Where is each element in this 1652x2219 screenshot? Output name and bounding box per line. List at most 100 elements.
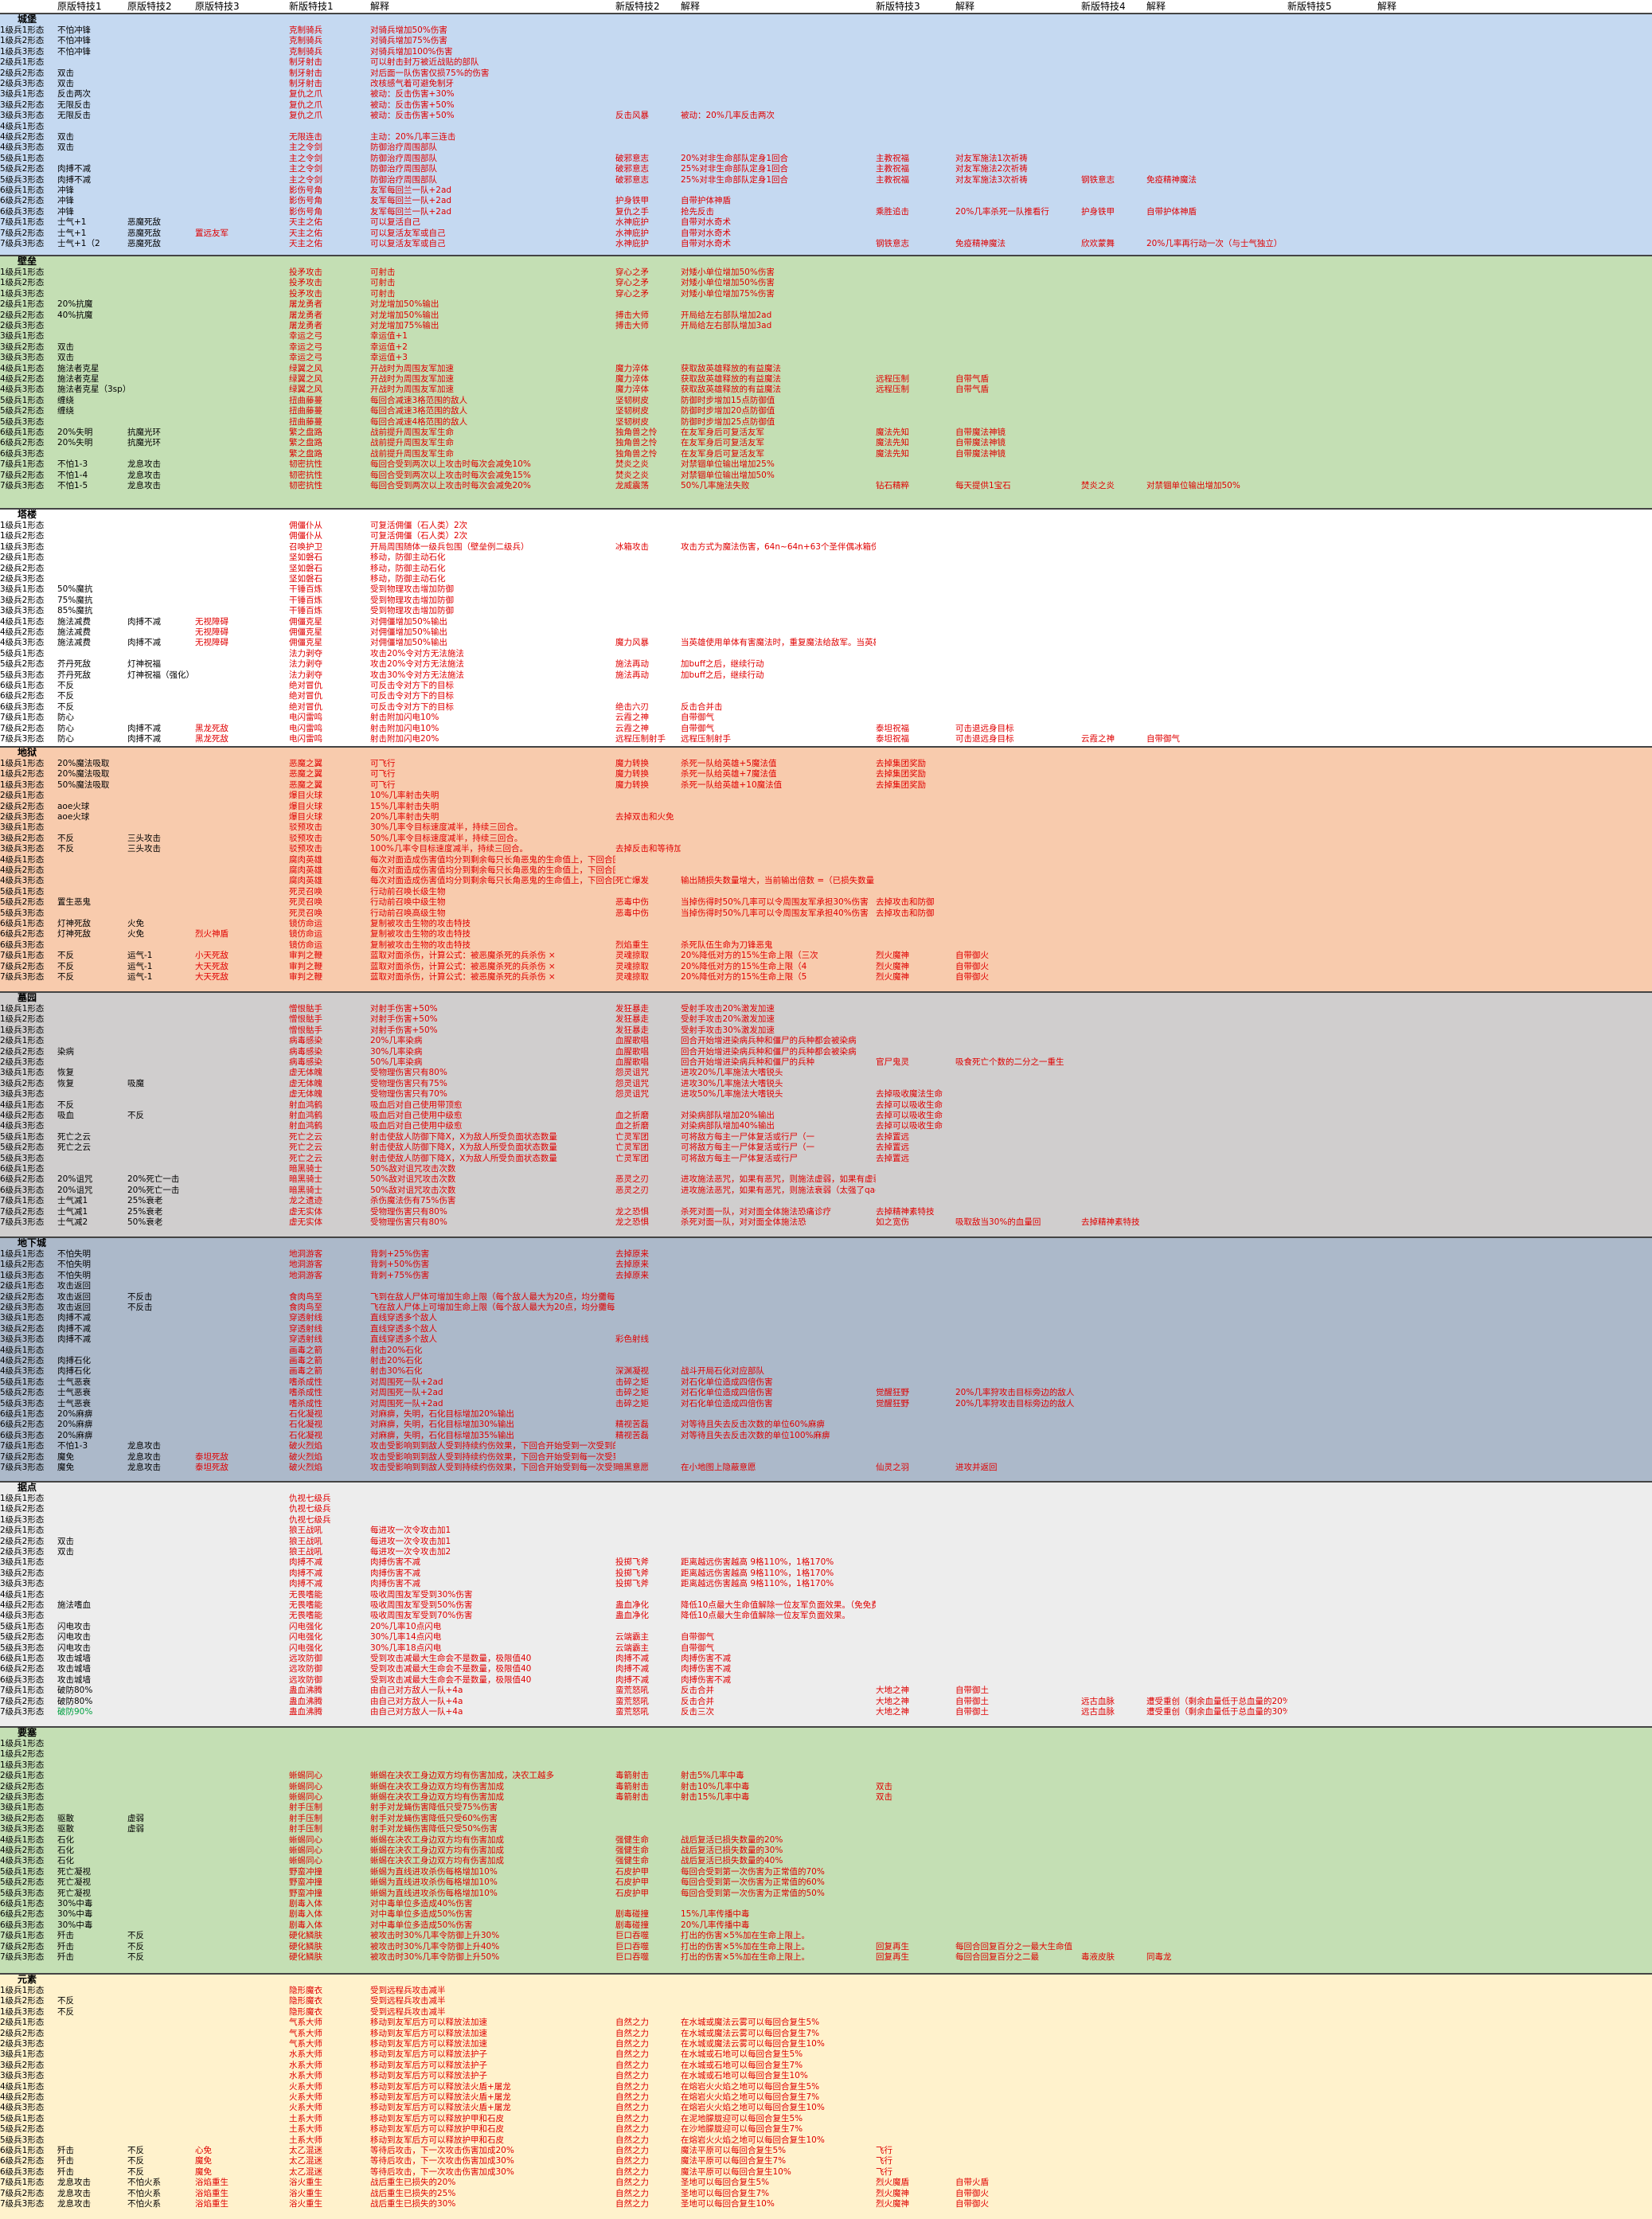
table-cell[interactable]: 对佣僵增加50%输出 [370,638,447,648]
table-cell[interactable]: 由自己对方敌人一队+4a [370,1686,463,1696]
table-cell[interactable]: 云端霸主 [615,1632,649,1643]
table-cell[interactable]: 幸运值+3 [370,353,408,363]
table-cell[interactable]: 蜥蜴同心 [289,1856,322,1866]
table-cell[interactable]: 肉搏伤害不减 [681,1654,731,1663]
table-cell[interactable]: 肉搏伤害不减 [681,1664,731,1674]
table-cell[interactable]: 20%麻痹 [57,1409,93,1419]
table-cell[interactable]: 血腥歌唱 [615,1036,649,1046]
table-cell[interactable]: 4级兵3形态 [0,143,45,153]
section-title[interactable]: 要塞 [18,1727,37,1738]
table-cell[interactable]: 4级兵2形态 [0,1846,45,1855]
table-cell[interactable]: 死亡之云 [289,1153,322,1163]
table-cell[interactable]: 精视苦磊 [615,1420,649,1430]
table-cell[interactable]: 黑龙死敌 [195,723,228,733]
table-cell[interactable]: 无限反击 [57,100,91,110]
table-cell[interactable]: 韧密抗性 [289,481,322,490]
table-cell[interactable]: 可将敌方每主一尸体复活或行尸（一 [681,1131,814,1142]
table-cell[interactable]: 可射击 [370,288,396,299]
table-cell[interactable]: 1级兵2形态 [0,769,45,779]
table-cell[interactable]: 杀伤魔法伤有75%伤害 [370,1196,456,1206]
table-cell[interactable]: 剧毒入体 [289,1899,322,1908]
table-cell[interactable]: 魔力转换 [615,779,649,790]
table-cell[interactable]: 太乙混迷 [289,2166,322,2177]
table-cell[interactable]: 75%魔抗 [57,595,93,605]
table-cell[interactable]: 审判之鞭 [289,951,322,961]
table-cell[interactable]: 射手压制 [289,1813,322,1823]
table-cell[interactable]: 4级兵1形态 [0,1589,45,1600]
table-cell[interactable]: 4级兵3形态 [0,1611,45,1621]
table-cell[interactable]: 气系大师 [289,2018,322,2028]
table-cell[interactable]: 3级兵3形态 [0,1579,45,1589]
table-cell[interactable]: 2级兵3形态 [0,1547,45,1557]
table-cell[interactable]: 飞行 [876,2156,892,2166]
table-cell[interactable]: 不反 [57,833,74,843]
table-cell[interactable]: 绿翼之风 [289,385,322,395]
table-cell[interactable]: 4级兵2形态 [0,1356,45,1365]
table-cell[interactable]: 2级兵3形态 [0,1057,45,1067]
table-cell[interactable]: 去掉可以吸收生命 [876,1111,943,1120]
table-cell[interactable]: 7级兵2形态 [0,2188,45,2198]
table-cell[interactable]: 吸血后对自己使用中级愈 [370,1121,463,1131]
table-cell[interactable]: 蜥蜴为直线进攻杀伤每格增加10% [370,1888,498,1898]
table-cell[interactable]: 佣僵克星 [289,638,322,648]
table-cell[interactable]: 被攻击时30%几率令防御上升30% [370,1931,500,1941]
table-cell[interactable]: 烈焰重生 [615,940,649,950]
table-cell[interactable]: 亡灵军团 [615,1143,649,1153]
table-cell[interactable]: 对佣僵增加50%输出 [370,627,447,637]
table-cell[interactable]: 憎恨骷手 [289,1025,322,1035]
table-cell[interactable]: 6级兵2形态 [0,691,45,701]
table-cell[interactable]: 受物理伤害只有80% [370,1206,447,1217]
table-cell[interactable]: 同毒龙 [1146,1952,1172,1962]
table-cell[interactable]: 进攻20%几率施法大嗜锐头 [681,1068,783,1078]
table-cell[interactable]: 自带魔法神镜 [955,438,1006,448]
table-cell[interactable]: 绿翼之风 [289,374,322,384]
table-cell[interactable]: 双击 [57,353,74,363]
table-cell[interactable]: 龙之恐惧 [615,1206,649,1217]
table-cell[interactable]: 输出随损失数量增大，当前输出倍数 =（已损失数量 + 总数）÷ 2 × 100% [681,876,876,886]
table-cell[interactable]: 蓝取对面杀伤，计算公式：被恶魔杀死的兵杀伤 × [370,972,556,982]
col-header[interactable]: 解释 [955,1,975,12]
table-cell[interactable]: 吸食死亡个数的二分之一重生 [955,1057,1064,1067]
table-cell[interactable]: 1级兵3形态 [0,1514,45,1525]
table-cell[interactable]: 5级兵1形态 [0,1377,45,1387]
table-cell[interactable]: 士气减1 [57,1196,88,1206]
table-cell[interactable]: 4级兵1形态 [0,1834,45,1845]
table-cell[interactable]: 在水城或石地可以每回合复生7% [681,2060,803,2070]
table-cell[interactable]: 魔力风暴 [615,638,649,648]
table-cell[interactable]: 对骑兵增加75%伤害 [370,36,447,46]
table-cell[interactable]: 歼击 [57,1931,74,1941]
table-cell[interactable]: 土系大师 [289,2124,322,2135]
table-cell[interactable]: 怨灵诅咒 [615,1089,649,1100]
table-cell[interactable]: 对石化单位造成四倍伤害 [681,1398,773,1408]
table-cell[interactable]: 去掉置远 [876,1131,909,1142]
table-cell[interactable]: 自然之力 [615,2178,649,2188]
table-cell[interactable]: 1级兵2形态 [0,278,45,288]
table-cell[interactable]: 30%中毒 [57,1909,93,1920]
table-cell[interactable]: 20%诅咒 [57,1174,93,1185]
table-cell[interactable]: 20%失明 [57,428,93,437]
table-cell[interactable]: 自然之力 [615,2188,649,2198]
table-cell[interactable]: 肉搏石化 [57,1366,91,1377]
table-cell[interactable]: 开战时为周围友军加速 [370,363,454,373]
table-cell[interactable]: 闪电强化 [289,1643,322,1653]
table-cell[interactable]: 反击两次 [57,89,91,100]
table-cell[interactable]: 获取敌英雄释放的有益魔法 [681,385,781,395]
table-cell[interactable]: 每回合受到第一次伤害为正常值的50% [681,1888,825,1898]
table-cell[interactable]: 法力剥夺 [289,648,322,658]
table-cell[interactable]: 不反 [57,972,74,982]
table-cell[interactable]: 巨口吞噬 [615,1952,649,1962]
table-cell[interactable]: 打出的伤害×5%加在生命上限上。 [681,1952,810,1962]
table-cell[interactable]: 双击 [57,132,74,142]
table-cell[interactable]: 缠绕 [57,395,74,405]
table-cell[interactable]: 攻击返回 [57,1281,91,1291]
table-cell[interactable]: 冰箱攻击 [615,541,649,552]
table-cell[interactable]: 魔力转换 [615,769,649,779]
table-cell[interactable]: 恶魔之翼 [289,769,322,779]
table-cell[interactable]: 每天提供1宝石 [955,481,1011,490]
table-cell[interactable]: 运气-1 [127,951,153,961]
table-cell[interactable]: 佣僵仆从 [289,531,322,541]
table-cell[interactable]: 克制骑兵 [289,46,322,57]
section-title[interactable]: 城堡 [18,14,37,25]
table-cell[interactable]: 血腥歌唱 [615,1057,649,1067]
table-cell[interactable]: 恶魔之翼 [289,779,322,790]
